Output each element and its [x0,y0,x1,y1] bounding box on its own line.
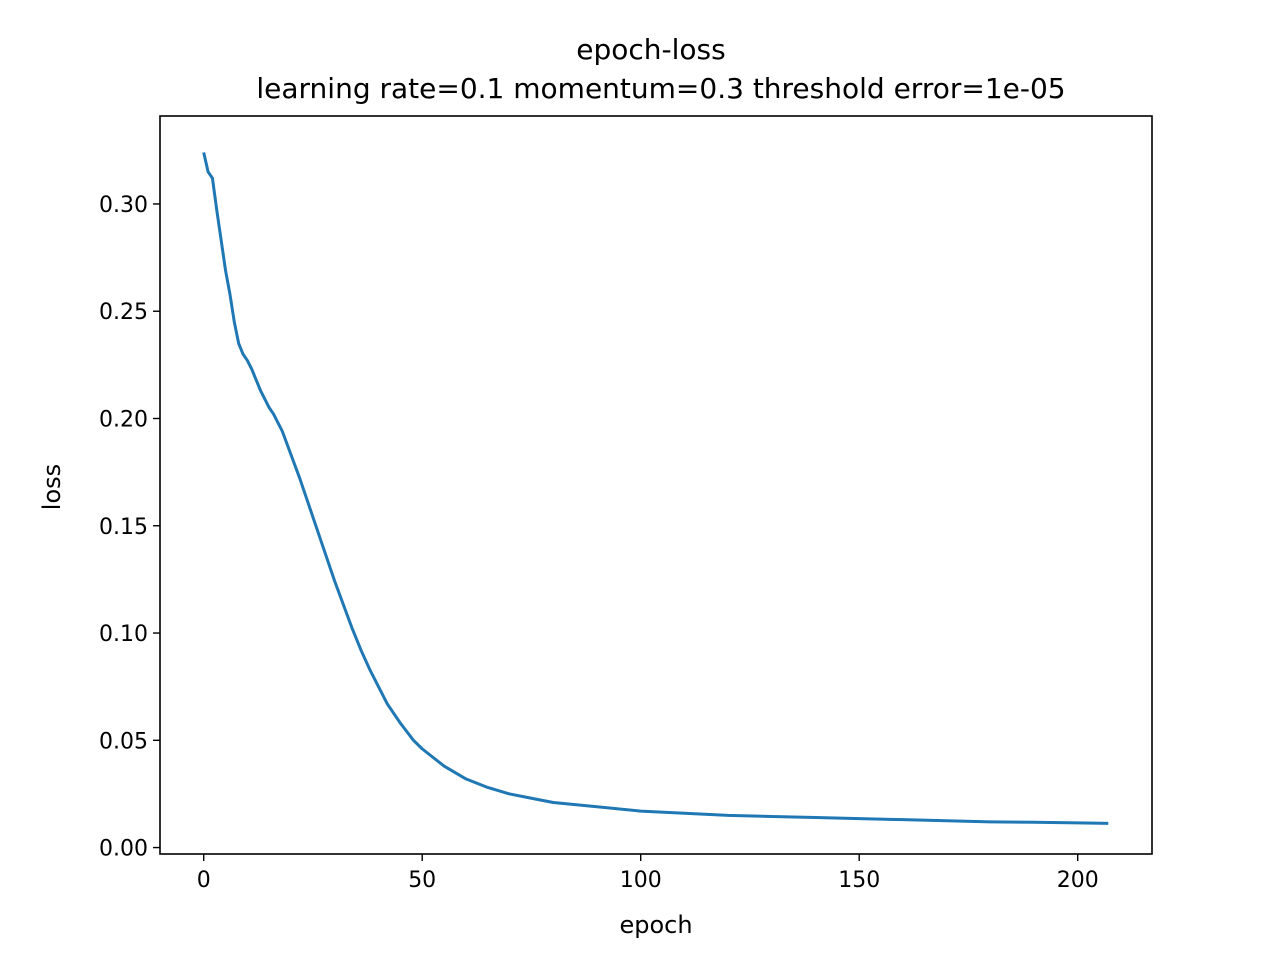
x-tick-label: 50 [408,868,436,893]
y-tick-label: 0.25 [99,300,148,325]
x-tick-label: 100 [620,868,662,893]
chart-subtitle: learning rate=0.1 momentum=0.3 threshold… [256,72,1065,105]
x-tick-label: 0 [197,868,211,893]
series-layer [202,152,1109,825]
plot-frame [159,115,1153,855]
y-tick-label: 0.20 [99,407,148,432]
y-tick-label: 0.05 [99,729,148,754]
x-tick-label: 200 [1057,868,1099,893]
loss-series-line [202,152,1109,825]
y-tick-label: 0.10 [99,622,148,647]
y-tick-label: 0.00 [99,837,148,862]
x-axis-label: epoch [619,911,692,939]
y-tick-label: 0.15 [99,515,148,540]
chart-title: epoch-loss [576,33,725,66]
y-axis-label: loss [38,464,66,510]
y-tick-label: 0.30 [99,193,148,218]
y-axis-ticks: 0.00 0.05 0.10 0.15 0.20 0.25 0.30 [99,193,160,862]
x-tick-label: 150 [838,868,880,893]
x-axis-ticks: 0 50 100 150 200 [197,854,1099,893]
